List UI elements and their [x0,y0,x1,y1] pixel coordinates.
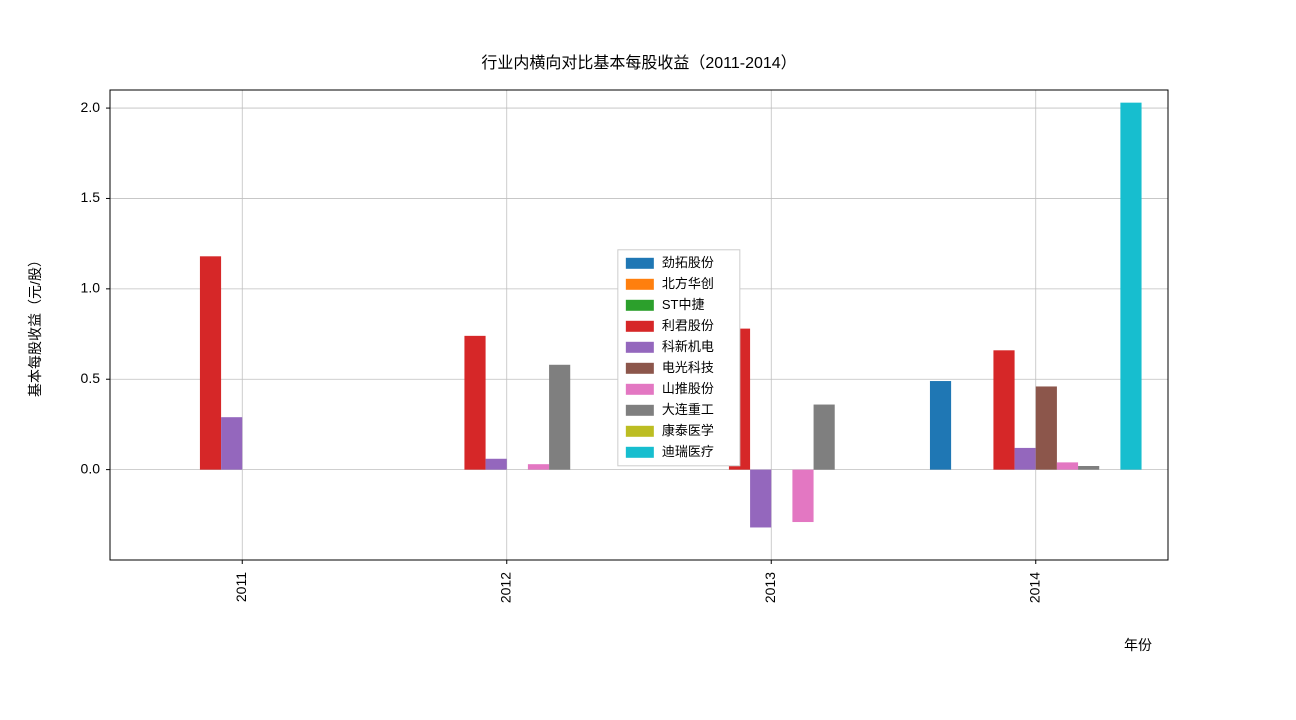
bar [814,405,835,470]
x-tick-label: 2011 [233,572,249,602]
legend-label: 康泰医学 [662,423,714,438]
bar [1120,103,1141,470]
bar [930,381,951,470]
bar [750,470,771,528]
legend-swatch [626,342,654,353]
legend-label: 劲拓股份 [662,255,714,270]
y-axis-label: 基本每股收益（元/股） [27,253,43,397]
legend-swatch [626,300,654,311]
bar [200,256,221,469]
bar [486,459,507,470]
legend-label: 迪瑞医疗 [662,444,714,459]
x-axis-label: 年份 [1124,637,1152,653]
y-tick-label: 1.5 [81,189,101,205]
legend-swatch [626,279,654,290]
y-tick-label: 2.0 [81,99,101,115]
legend-swatch [626,321,654,332]
y-tick-label: 0.0 [81,460,101,476]
bar [993,350,1014,469]
legend-label: 北方华创 [662,276,714,291]
y-tick-label: 1.0 [81,280,101,296]
bar [464,336,485,470]
x-tick-label: 2013 [762,572,778,603]
x-tick-label: 2014 [1026,572,1042,603]
legend: 劲拓股份北方华创 ST中捷利君股份科新机电电光科技山推股份大连重工康泰医学迪瑞医疗 [618,250,740,466]
legend-label: 电光科技 [662,360,714,375]
legend-swatch [626,426,654,437]
bar-chart: 0.0 0.5 1.0 1.5 2.0 2011 2012 2013 2014 行业内横向对比基本… [0,0,1296,720]
chart-container: 0.0 0.5 1.0 1.5 2.0 2011 2012 2013 2014 行业内横向对比基本… [0,0,1296,720]
bar [221,417,242,469]
bar [1078,466,1099,470]
y-tick-label: 0.5 [81,370,101,386]
chart-title: 行业内横向对比基本每股收益（2011-2014） [481,54,796,72]
bar [1015,448,1036,470]
legend-swatch [626,447,654,458]
x-tick-label: 2012 [497,572,513,603]
legend-label: 山推股份 [662,381,714,396]
legend-swatch [626,384,654,395]
bar [792,470,813,522]
legend-label: 大连重工 [662,402,714,417]
legend-label: ST中捷 [662,297,705,312]
legend-swatch [626,258,654,269]
legend-label: 利君股份 [662,318,714,333]
legend-swatch [626,363,654,374]
bar [528,464,549,469]
legend-label: 科新机电 [662,339,714,354]
bar [1036,386,1057,469]
legend-swatch [626,405,654,416]
bar [549,365,570,470]
bar [1057,462,1078,469]
